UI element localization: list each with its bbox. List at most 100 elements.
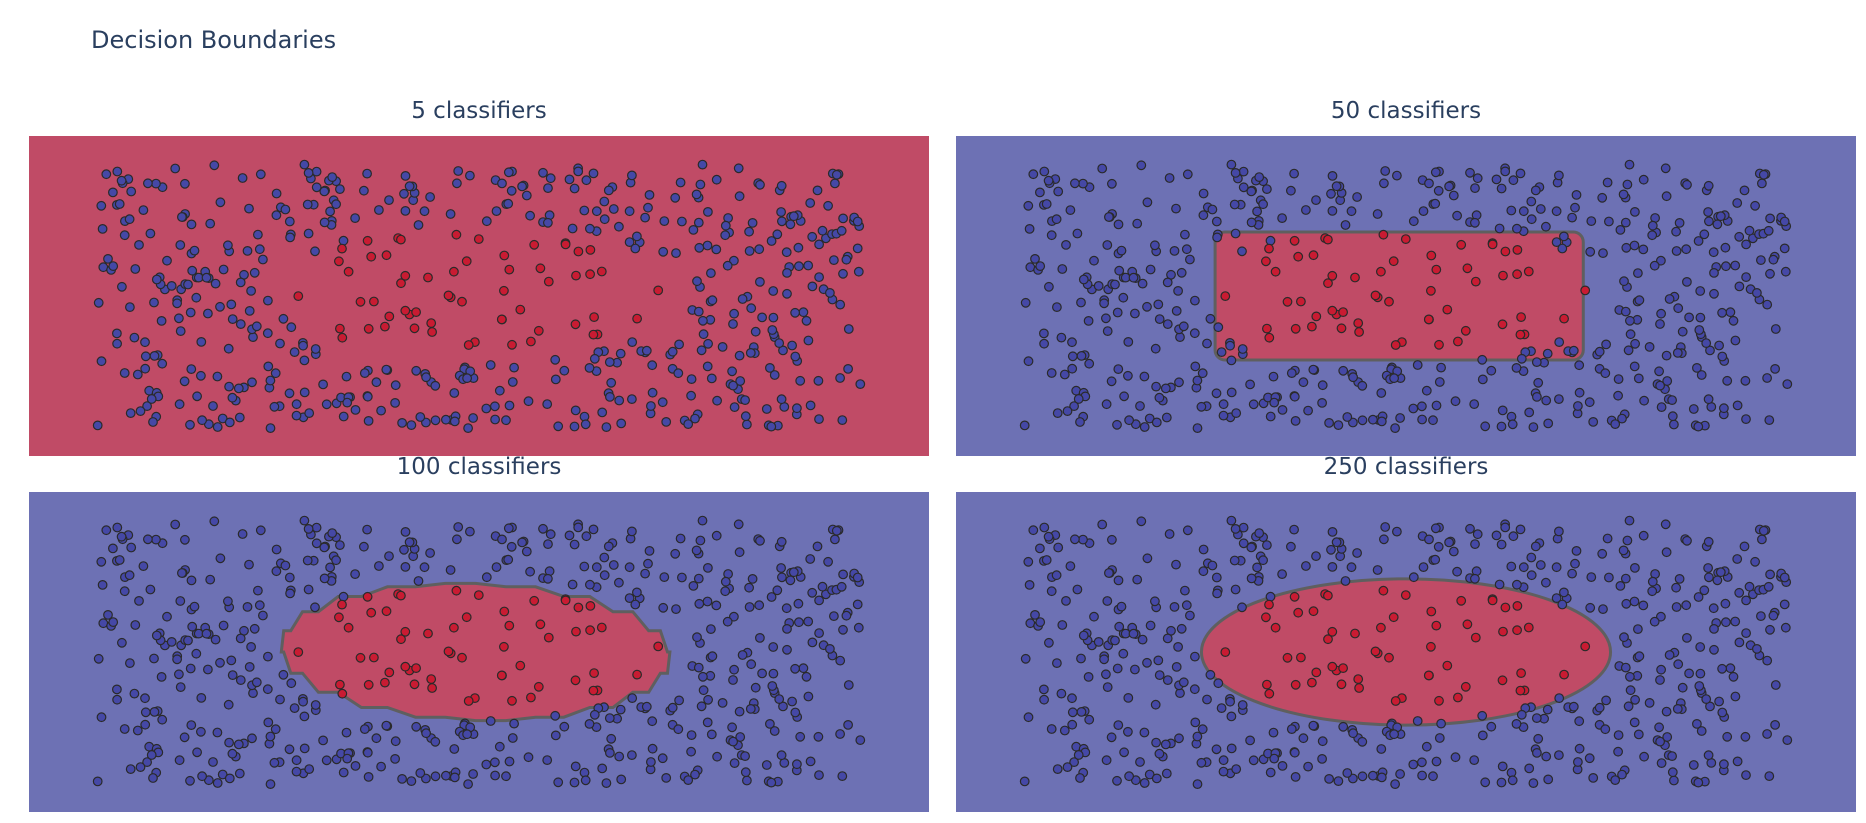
data-point-class-0 — [327, 172, 338, 182]
data-point-class-0 — [1123, 336, 1134, 347]
data-point-class-0 — [852, 243, 863, 254]
data-point-class-0 — [644, 190, 655, 200]
data-point-class-1 — [426, 318, 437, 329]
data-point-class-0 — [755, 632, 765, 643]
data-point-class-1 — [1516, 668, 1526, 679]
data-point-class-1 — [443, 646, 454, 657]
data-point-class-0 — [1571, 546, 1582, 556]
data-point-class-0 — [185, 419, 195, 430]
data-point-class-0 — [124, 214, 135, 225]
data-point-class-0 — [1530, 541, 1541, 552]
data-point-class-0 — [757, 312, 767, 323]
data-point-class-0 — [335, 184, 345, 194]
data-point-class-0 — [262, 684, 273, 695]
data-point-class-0 — [1779, 572, 1790, 583]
data-point-class-0 — [362, 391, 373, 402]
data-point-class-0 — [573, 522, 584, 533]
data-point-class-0 — [93, 653, 104, 664]
subplot-panel-1[interactable] — [29, 136, 929, 456]
data-point-class-0 — [683, 419, 694, 430]
data-point-class-0 — [688, 580, 699, 591]
data-point-class-0 — [1586, 216, 1597, 226]
data-point-class-0 — [1056, 332, 1067, 343]
data-point-class-0 — [1542, 348, 1553, 359]
data-point-class-0 — [490, 757, 500, 768]
data-point-class-0 — [1277, 405, 1288, 415]
subplot-panel-3[interactable] — [29, 492, 929, 812]
data-point-class-0 — [1078, 630, 1089, 641]
data-point-class-0 — [1225, 696, 1236, 707]
data-point-class-0 — [766, 236, 777, 246]
data-point-class-1 — [1426, 606, 1437, 617]
data-point-class-0 — [1600, 368, 1611, 379]
data-point-class-0 — [1469, 755, 1480, 766]
data-point-class-0 — [1444, 181, 1455, 192]
data-point-class-0 — [1756, 255, 1766, 265]
data-point-class-1 — [473, 234, 484, 244]
data-point-class-0 — [624, 562, 635, 573]
subplot-2-plot-area[interactable] — [956, 136, 1856, 456]
data-point-class-0 — [1097, 163, 1108, 174]
data-point-class-1 — [1311, 667, 1322, 678]
data-point-class-0 — [1618, 545, 1629, 556]
subplot-1-plot-area[interactable] — [29, 136, 929, 456]
data-point-class-0 — [275, 338, 285, 349]
data-point-class-0 — [661, 417, 672, 427]
data-point-class-0 — [813, 731, 824, 742]
data-point-class-0 — [445, 209, 456, 219]
data-point-class-0 — [1202, 694, 1212, 705]
data-point-class-0 — [677, 216, 687, 227]
data-point-class-0 — [331, 199, 342, 210]
subplot-3-plot-area[interactable] — [29, 492, 929, 812]
data-point-class-0 — [1417, 770, 1428, 781]
subplot-4-plot-area[interactable] — [956, 492, 1856, 812]
data-point-class-0 — [711, 600, 722, 611]
data-point-class-0 — [1067, 693, 1077, 704]
data-point-class-0 — [1630, 562, 1640, 573]
data-point-class-0 — [362, 524, 373, 535]
data-point-class-0 — [1181, 244, 1192, 255]
subplot-panel-2[interactable] — [956, 136, 1856, 456]
data-point-class-0 — [1161, 412, 1172, 423]
data-point-class-0 — [503, 167, 514, 178]
subplot-panel-4[interactable] — [956, 492, 1856, 812]
data-point-class-0 — [1289, 524, 1300, 535]
data-point-class-0 — [284, 216, 295, 227]
data-point-class-0 — [1053, 542, 1064, 553]
data-point-class-0 — [501, 771, 511, 782]
data-point-class-0 — [1118, 292, 1129, 303]
data-point-class-0 — [1770, 363, 1780, 374]
data-point-class-0 — [695, 535, 706, 546]
data-point-class-0 — [1452, 566, 1463, 577]
data-point-class-0 — [186, 219, 197, 230]
data-point-class-0 — [112, 338, 122, 349]
data-point-class-0 — [1672, 347, 1683, 358]
data-point-class-0 — [1584, 753, 1595, 764]
data-point-class-0 — [1682, 632, 1692, 643]
data-point-class-0 — [1506, 561, 1517, 572]
data-point-class-0 — [1119, 391, 1130, 402]
data-point-class-0 — [1615, 580, 1626, 591]
data-point-class-0 — [659, 572, 670, 582]
data-point-class-0 — [1059, 369, 1070, 380]
data-point-class-0 — [1542, 704, 1553, 715]
data-point-class-1 — [1390, 340, 1401, 350]
data-point-class-0 — [1408, 216, 1419, 227]
data-point-class-1 — [409, 323, 420, 334]
data-point-class-1 — [1261, 256, 1271, 267]
data-point-class-0 — [151, 534, 161, 545]
data-point-class-1 — [507, 339, 517, 350]
data-point-class-0 — [1568, 701, 1579, 712]
data-point-class-0 — [1770, 680, 1781, 690]
data-point-class-0 — [1038, 684, 1049, 695]
data-point-class-0 — [1703, 207, 1713, 217]
data-point-class-0 — [1677, 682, 1688, 693]
data-point-class-0 — [1408, 572, 1419, 583]
data-point-class-0 — [233, 383, 244, 394]
data-point-class-0 — [1597, 192, 1608, 203]
data-point-class-0 — [215, 553, 226, 564]
data-point-class-0 — [1715, 211, 1726, 222]
data-point-class-0 — [318, 379, 329, 390]
data-point-class-0 — [580, 775, 591, 786]
data-point-class-0 — [1075, 417, 1085, 427]
